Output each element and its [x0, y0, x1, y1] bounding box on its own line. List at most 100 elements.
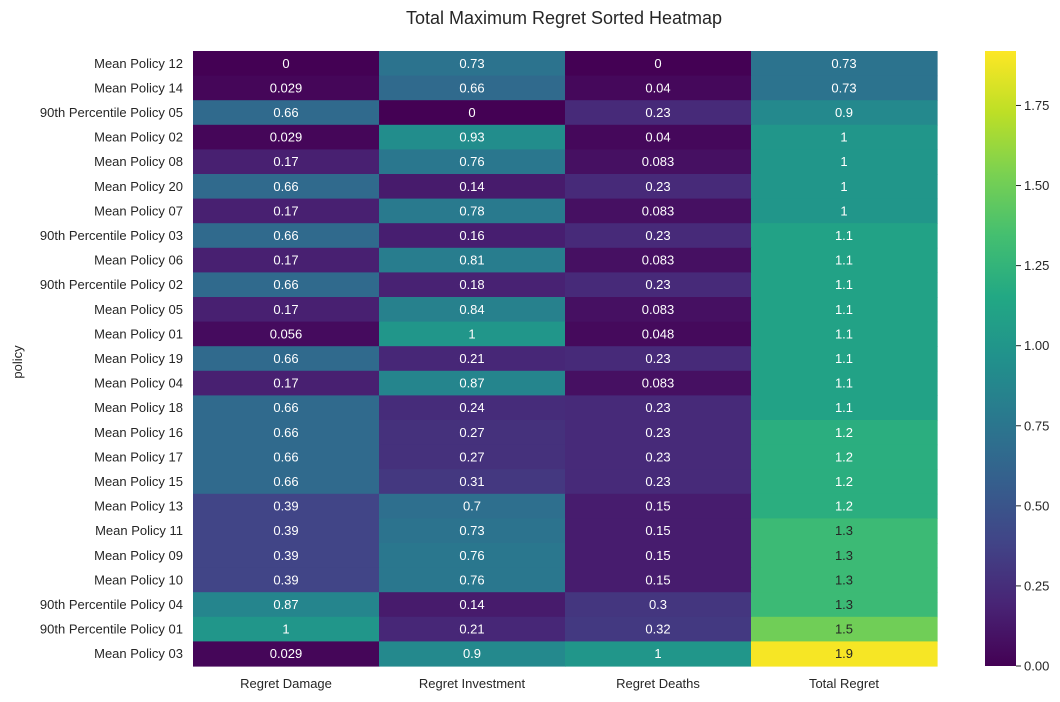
- cell-value-label: 1.2: [835, 425, 853, 440]
- y-tick-label: Mean Policy 06: [94, 253, 183, 268]
- heatmap-cell: [193, 272, 380, 298]
- heatmap-cell: [193, 370, 380, 396]
- cell-value-label: 0.66: [273, 425, 298, 440]
- cell-value-label: 0.73: [831, 56, 856, 71]
- cell-value-label: 0.66: [273, 105, 298, 120]
- heatmap-cell: [193, 518, 380, 544]
- heatmap-cell: [565, 51, 752, 77]
- cell-value-label: 1.3: [835, 597, 853, 612]
- heatmap-cell: [193, 223, 380, 249]
- cell-value-label: 1.1: [835, 228, 853, 243]
- cell-value-label: 1: [654, 646, 661, 661]
- cell-value-label: 0.083: [642, 154, 675, 169]
- y-tick-label: Mean Policy 11: [95, 523, 183, 538]
- cell-value-label: 0.14: [459, 597, 484, 612]
- cell-value-label: 1: [840, 130, 847, 145]
- y-tick-label: Mean Policy 19: [94, 351, 183, 366]
- heatmap-cell: [565, 567, 752, 593]
- heatmap-cell: [379, 297, 566, 323]
- heatmap-cell: [379, 469, 566, 495]
- heatmap-cell: [379, 641, 566, 667]
- y-tick-label: Mean Policy 03: [94, 646, 183, 661]
- cell-value-label: 0.93: [459, 130, 484, 145]
- cell-value-label: 0.78: [459, 203, 484, 218]
- cell-value-label: 0.73: [459, 523, 484, 538]
- heatmap-cell: [565, 518, 752, 544]
- cell-value-label: 0.76: [459, 572, 484, 587]
- heatmap-cell: [565, 272, 752, 298]
- heatmap-cell: [565, 641, 752, 667]
- cell-value-label: 0.27: [459, 449, 484, 464]
- heatmap-cell: [379, 100, 566, 126]
- cell-value-label: 1.1: [835, 400, 853, 415]
- x-tick-label: Regret Investment: [419, 676, 526, 691]
- heatmap-cell: [193, 297, 380, 323]
- cell-value-label: 0.39: [273, 523, 298, 538]
- cell-value-label: 0.21: [459, 622, 484, 637]
- heatmap-cell: [565, 198, 752, 224]
- cell-value-label: 0.81: [459, 253, 484, 268]
- heatmap-cell: [751, 346, 938, 372]
- cell-value-label: 0.24: [459, 400, 484, 415]
- y-tick-label: 90th Percentile Policy 01: [40, 622, 183, 637]
- heatmap-cell: [379, 174, 566, 200]
- heatmap-cell: [193, 641, 380, 667]
- heatmap-cell: [193, 174, 380, 200]
- heatmap-cell: [751, 567, 938, 593]
- cell-value-label: 1.1: [835, 376, 853, 391]
- y-tick-label: Mean Policy 02: [94, 130, 183, 145]
- heatmap-cell: [379, 124, 566, 150]
- cell-value-label: 0.029: [270, 646, 303, 661]
- cell-value-label: 0.66: [459, 80, 484, 95]
- cell-value-label: 1.5: [835, 622, 853, 637]
- x-tick-labels: Regret Damage Regret Investment Regret Dea…: [240, 676, 879, 691]
- heatmap-cell: [193, 321, 380, 347]
- heatmap-cell: [193, 444, 380, 470]
- heatmap-cell: [379, 592, 566, 618]
- cell-value-label: 0.04: [645, 130, 670, 145]
- heatmap-cell: [751, 543, 938, 569]
- heatmap-cell: [379, 321, 566, 347]
- cell-value-label: 0.23: [645, 228, 670, 243]
- cell-value-label: 1.2: [835, 474, 853, 489]
- heatmap-cell: [565, 395, 752, 421]
- heatmap-cell: [751, 149, 938, 175]
- y-tick-label: Mean Policy 10: [94, 572, 183, 587]
- heatmap-cell: [565, 174, 752, 200]
- cell-value-label: 0.17: [273, 154, 298, 169]
- y-tick-label: Mean Policy 15: [94, 474, 183, 489]
- heatmap-cell: [379, 198, 566, 224]
- cell-value-label: 0.23: [645, 105, 670, 120]
- heatmap-cell: [379, 51, 566, 77]
- y-tick-label: Mean Policy 07: [94, 203, 183, 218]
- heatmap-cell: [751, 198, 938, 224]
- cell-value-label: 0.66: [273, 449, 298, 464]
- heatmap-cell: [751, 641, 938, 667]
- cell-value-label: 0.029: [270, 80, 303, 95]
- cell-value-label: 0.66: [273, 228, 298, 243]
- heatmap-cell: [379, 247, 566, 273]
- y-tick-label: Mean Policy 14: [94, 80, 183, 95]
- colorbar-ticks: 0.00 0.25 0.50 0.75 1.00 1.25 1.50 1.75: [1016, 98, 1049, 674]
- cell-value-label: 0.17: [273, 253, 298, 268]
- heatmap-cell: [751, 100, 938, 126]
- heatmap-cell: [193, 247, 380, 273]
- heatmap-cell-labels: 0 0.73 0 0.73 0.029 0.66 0.04 0.73 0.66 0 0.23 0.9 0…: [270, 56, 857, 661]
- heatmap-cell: [565, 420, 752, 446]
- y-tick-label: Mean Policy 18: [94, 400, 183, 415]
- heatmap-cell: [565, 75, 752, 101]
- colorbar-tick-label: 1.00: [1024, 338, 1049, 353]
- heatmap-cell: [379, 395, 566, 421]
- heatmap-cell: [565, 493, 752, 519]
- cell-value-label: 0.16: [459, 228, 484, 243]
- x-tick-label: Total Regret: [809, 676, 879, 691]
- heatmap-cell: [193, 346, 380, 372]
- colorbar-tick-label: 0.50: [1024, 498, 1049, 513]
- colorbar-tick-label: 1.50: [1024, 178, 1049, 193]
- cell-value-label: 0.73: [459, 56, 484, 71]
- cell-value-label: 0.3: [649, 597, 667, 612]
- heatmap-cell: [193, 395, 380, 421]
- heatmap-cell: [751, 616, 938, 642]
- colorbar: [985, 51, 1016, 666]
